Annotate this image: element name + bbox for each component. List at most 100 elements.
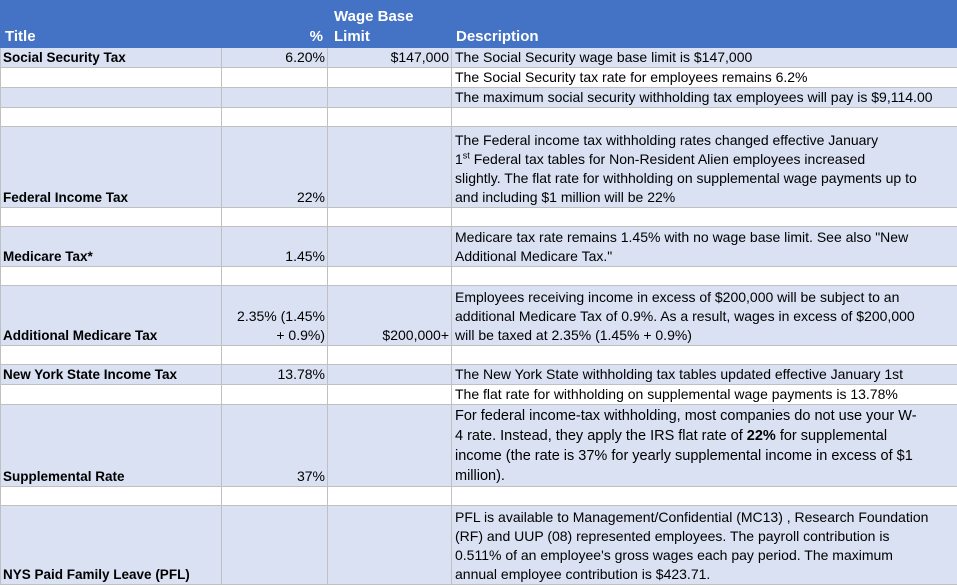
pfl-desc-line2: (RF) and UUP (08) represented employees.… [455, 527, 955, 546]
cell-wage-base[interactable] [328, 506, 452, 585]
cell-wage-base[interactable] [328, 68, 452, 88]
cell-percent[interactable] [222, 487, 328, 506]
cell-percent[interactable]: 2.35% (1.45% + 0.9%) [222, 286, 328, 346]
fit-desc-line2-start: 1 [455, 151, 463, 167]
cell-title[interactable]: Social Security Tax [1, 48, 222, 68]
pfl-desc-line4: annual employee contribution is $423.71. [455, 565, 955, 584]
spacer-row [1, 208, 957, 227]
spacer-row [1, 487, 957, 506]
cell-description[interactable]: The flat rate for withholding on supplem… [452, 385, 957, 405]
fit-percent: 22% [297, 189, 325, 205]
nys-desc2: The flat rate for withholding on supplem… [455, 386, 898, 402]
fit-desc-line2: 1st Federal tax tables for Non-Resident … [455, 150, 955, 169]
addl-desc-line3: will be taxed at 2.35% (1.45% + 0.9%) [455, 326, 955, 345]
cell-wage-base[interactable] [328, 405, 452, 487]
header-description-label: Description [456, 28, 539, 45]
medicare-percent: 1.45% [285, 248, 325, 264]
cell-wage-base[interactable] [328, 227, 452, 267]
cell-percent[interactable]: 6.20% [222, 48, 328, 68]
pfl-title: NYS Paid Family Leave (PFL) [3, 567, 190, 582]
medicare-title: Medicare Tax* [3, 249, 93, 264]
header-percent[interactable]: % [222, 1, 328, 48]
cell-description[interactable] [452, 487, 957, 506]
cell-description[interactable]: Employees receiving income in excess of … [452, 286, 957, 346]
cell-description[interactable]: The Social Security tax rate for employe… [452, 68, 957, 88]
ss-desc2: The Social Security tax rate for employe… [455, 69, 808, 85]
cell-wage-base[interactable]: $200,000+ [328, 286, 452, 346]
nys-desc1: The New York State withholding tax table… [455, 366, 903, 382]
cell-percent[interactable] [222, 267, 328, 286]
ss-desc3: The maximum social security withholding … [455, 89, 933, 105]
cell-title[interactable]: Additional Medicare Tax [1, 286, 222, 346]
cell-percent[interactable] [222, 208, 328, 227]
ss-desc1: The Social Security wage base limit is $… [455, 49, 752, 65]
cell-wage-base[interactable] [328, 208, 452, 227]
cell-percent[interactable] [222, 68, 328, 88]
supp-desc-line2: 4 rate. Instead, they apply the IRS flat… [455, 426, 955, 446]
cell-wage-base[interactable] [328, 365, 452, 385]
cell-title[interactable]: New York State Income Tax [1, 365, 222, 385]
cell-percent[interactable] [222, 385, 328, 405]
header-description[interactable]: Description [452, 1, 957, 48]
cell-title[interactable]: NYS Paid Family Leave (PFL) [1, 506, 222, 585]
cell-description[interactable]: Medicare tax rate remains 1.45% with no … [452, 227, 957, 267]
cell-title[interactable] [1, 346, 222, 365]
cell-percent[interactable] [222, 108, 328, 127]
cell-description[interactable] [452, 208, 957, 227]
cell-percent[interactable]: 1.45% [222, 227, 328, 267]
fit-desc-line1: The Federal income tax withholding rates… [455, 131, 955, 150]
header-wage-base-line2: Limit [334, 27, 447, 47]
cell-title[interactable] [1, 208, 222, 227]
cell-description[interactable]: The maximum social security withholding … [452, 88, 957, 108]
spacer-row [1, 346, 957, 365]
cell-wage-base[interactable] [328, 108, 452, 127]
ss-percent: 6.20% [285, 49, 325, 65]
cell-title[interactable] [1, 267, 222, 286]
cell-wage-base[interactable] [328, 385, 452, 405]
table-row: Federal Income Tax 22% The Federal incom… [1, 127, 957, 208]
cell-title[interactable] [1, 108, 222, 127]
cell-wage-base[interactable]: $147,000 [328, 48, 452, 68]
header-title-label: Title [5, 28, 36, 45]
supp-desc-line3: income (the rate is 37% for yearly suppl… [455, 446, 955, 466]
cell-title[interactable]: Supplemental Rate [1, 405, 222, 487]
cell-description[interactable] [452, 108, 957, 127]
cell-title[interactable] [1, 487, 222, 506]
cell-description[interactable] [452, 346, 957, 365]
fit-title: Federal Income Tax [3, 190, 128, 205]
cell-description[interactable]: The Social Security wage base limit is $… [452, 48, 957, 68]
cell-percent[interactable] [222, 506, 328, 585]
table-row: Social Security Tax 6.20% $147,000 The S… [1, 48, 957, 68]
cell-description[interactable]: PFL is available to Management/Confident… [452, 506, 957, 585]
header-wage-base[interactable]: Wage Base Limit [328, 1, 452, 48]
nys-title: New York State Income Tax [3, 367, 177, 382]
cell-percent[interactable] [222, 346, 328, 365]
fit-desc-superscript: st [463, 150, 470, 160]
cell-description[interactable]: The Federal income tax withholding rates… [452, 127, 957, 208]
cell-wage-base[interactable] [328, 88, 452, 108]
cell-percent[interactable]: 22% [222, 127, 328, 208]
header-wage-base-line1: Wage Base [334, 7, 447, 27]
addl-percent-line1: 2.35% (1.45% [224, 307, 325, 326]
cell-wage-base[interactable] [328, 127, 452, 208]
cell-percent[interactable]: 13.78% [222, 365, 328, 385]
cell-title[interactable] [1, 88, 222, 108]
supp-desc-line1: For federal income-tax withholding, most… [455, 406, 955, 426]
cell-title[interactable] [1, 68, 222, 88]
cell-description[interactable] [452, 267, 957, 286]
cell-description[interactable]: The New York State withholding tax table… [452, 365, 957, 385]
cell-wage-base[interactable] [328, 267, 452, 286]
cell-description[interactable]: For federal income-tax withholding, most… [452, 405, 957, 487]
cell-title[interactable]: Medicare Tax* [1, 227, 222, 267]
cell-percent[interactable]: 37% [222, 405, 328, 487]
supp-desc-line2-start: 4 rate. Instead, they apply the IRS flat… [455, 428, 747, 444]
header-title[interactable]: Title [1, 1, 222, 48]
cell-title[interactable] [1, 385, 222, 405]
cell-wage-base[interactable] [328, 487, 452, 506]
cell-title[interactable]: Federal Income Tax [1, 127, 222, 208]
spacer-row [1, 108, 957, 127]
cell-wage-base[interactable] [328, 346, 452, 365]
cell-percent[interactable] [222, 88, 328, 108]
supp-title: Supplemental Rate [3, 469, 125, 484]
